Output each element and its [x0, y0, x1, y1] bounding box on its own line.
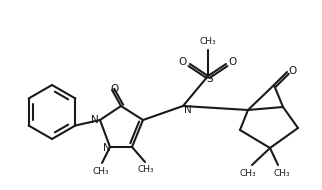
Text: O: O	[289, 66, 297, 76]
Text: CH₃: CH₃	[240, 169, 256, 177]
Text: CH₃: CH₃	[274, 169, 290, 177]
Text: N: N	[91, 115, 99, 125]
Text: O: O	[179, 57, 187, 67]
Text: S: S	[207, 74, 213, 84]
Text: N: N	[184, 105, 192, 115]
Text: CH₃: CH₃	[200, 37, 216, 47]
Text: N: N	[103, 143, 111, 153]
Text: O: O	[111, 84, 119, 94]
Text: O: O	[229, 57, 237, 67]
Text: CH₃: CH₃	[138, 165, 154, 174]
Text: CH₃: CH₃	[93, 166, 109, 176]
